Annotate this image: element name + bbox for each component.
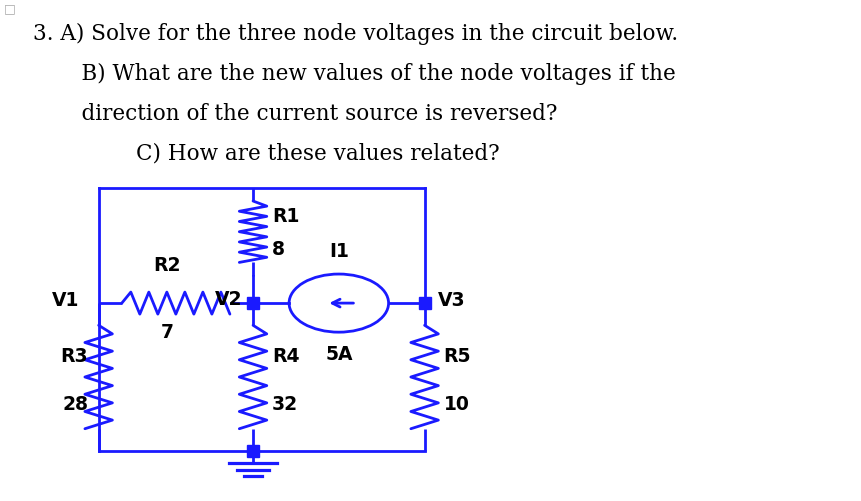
Text: □: □	[4, 3, 16, 16]
Text: V3: V3	[437, 291, 465, 310]
Text: R3: R3	[61, 348, 89, 366]
Text: 32: 32	[272, 395, 298, 414]
Text: 3. A) Solve for the three node voltages in the circuit below.: 3. A) Solve for the three node voltages …	[33, 23, 678, 45]
Text: 5A: 5A	[325, 345, 352, 364]
Text: R1: R1	[272, 207, 300, 226]
Text: direction of the current source is reversed?: direction of the current source is rever…	[54, 103, 557, 125]
Text: V1: V1	[53, 291, 80, 310]
Text: R4: R4	[272, 348, 300, 366]
Text: I1: I1	[329, 242, 349, 261]
Text: R5: R5	[443, 348, 471, 366]
Text: V2: V2	[215, 290, 243, 309]
Text: R2: R2	[153, 256, 181, 275]
Text: 7: 7	[161, 323, 174, 342]
Text: 10: 10	[443, 395, 469, 414]
Text: C) How are these values related?: C) How are these values related?	[82, 143, 500, 165]
Text: 8: 8	[272, 240, 285, 259]
Text: 28: 28	[62, 395, 89, 414]
Text: B) What are the new values of the node voltages if the: B) What are the new values of the node v…	[54, 63, 676, 85]
